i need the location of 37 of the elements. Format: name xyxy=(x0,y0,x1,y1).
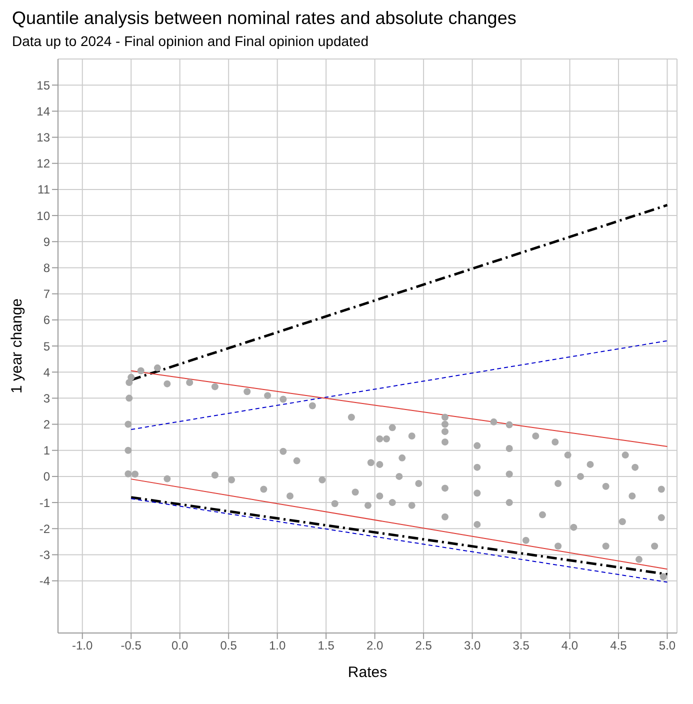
y-tick-label: 14 xyxy=(36,104,50,118)
x-tick-label: 1.5 xyxy=(318,638,335,653)
x-tick-label: -1.0 xyxy=(72,638,94,653)
y-tick-label: -2 xyxy=(39,522,50,536)
chart-title: Quantile analysis between nominal rates and absolute changes xyxy=(12,8,518,29)
y-tick-label: 4 xyxy=(43,365,50,380)
x-tick-label: 2.5 xyxy=(415,638,432,653)
x-axis-title: Rates xyxy=(348,664,388,681)
y-tick-label: 6 xyxy=(43,313,50,328)
y-tick-label: 3 xyxy=(43,391,50,406)
y-tick-label: 13 xyxy=(36,130,50,145)
y-tick-label: 0 xyxy=(43,470,50,484)
y-tick-label: -4 xyxy=(39,574,50,588)
x-tick-label: 3.5 xyxy=(512,638,530,653)
y-tick-label: 1 xyxy=(43,444,50,458)
x-tick-label: 3.0 xyxy=(464,638,481,653)
y-tick-label: 8 xyxy=(43,260,50,275)
x-tick-label: 0.5 xyxy=(220,638,238,653)
chart-subtitle: Data up to 2024 - Final opinion and Final opinion updated xyxy=(12,33,370,49)
x-tick-label: -0.5 xyxy=(120,638,142,653)
y-tick-label: 7 xyxy=(43,287,50,302)
y-tick-label: 2 xyxy=(43,418,50,432)
y-tick-label: 15 xyxy=(36,78,50,92)
y-tick-label: 9 xyxy=(43,234,50,249)
y-axis-title: 1 year change xyxy=(8,298,26,394)
y-tick-label: 5 xyxy=(43,339,50,354)
x-tick-label: 2.0 xyxy=(366,638,384,653)
x-tick-label: 1.0 xyxy=(268,638,286,653)
y-tick-label: -1 xyxy=(39,496,50,510)
y-tick-label: 12 xyxy=(36,156,50,171)
y-tick-label: 11 xyxy=(38,182,50,197)
x-tick-label: 0.0 xyxy=(172,638,189,653)
x-tick-label: 5.0 xyxy=(658,638,676,653)
x-tick-label: 4.0 xyxy=(561,638,578,653)
x-tick-label: 4.5 xyxy=(610,638,628,653)
y-tick-label: 10 xyxy=(36,208,50,223)
y-tick-label: -3 xyxy=(39,548,50,562)
